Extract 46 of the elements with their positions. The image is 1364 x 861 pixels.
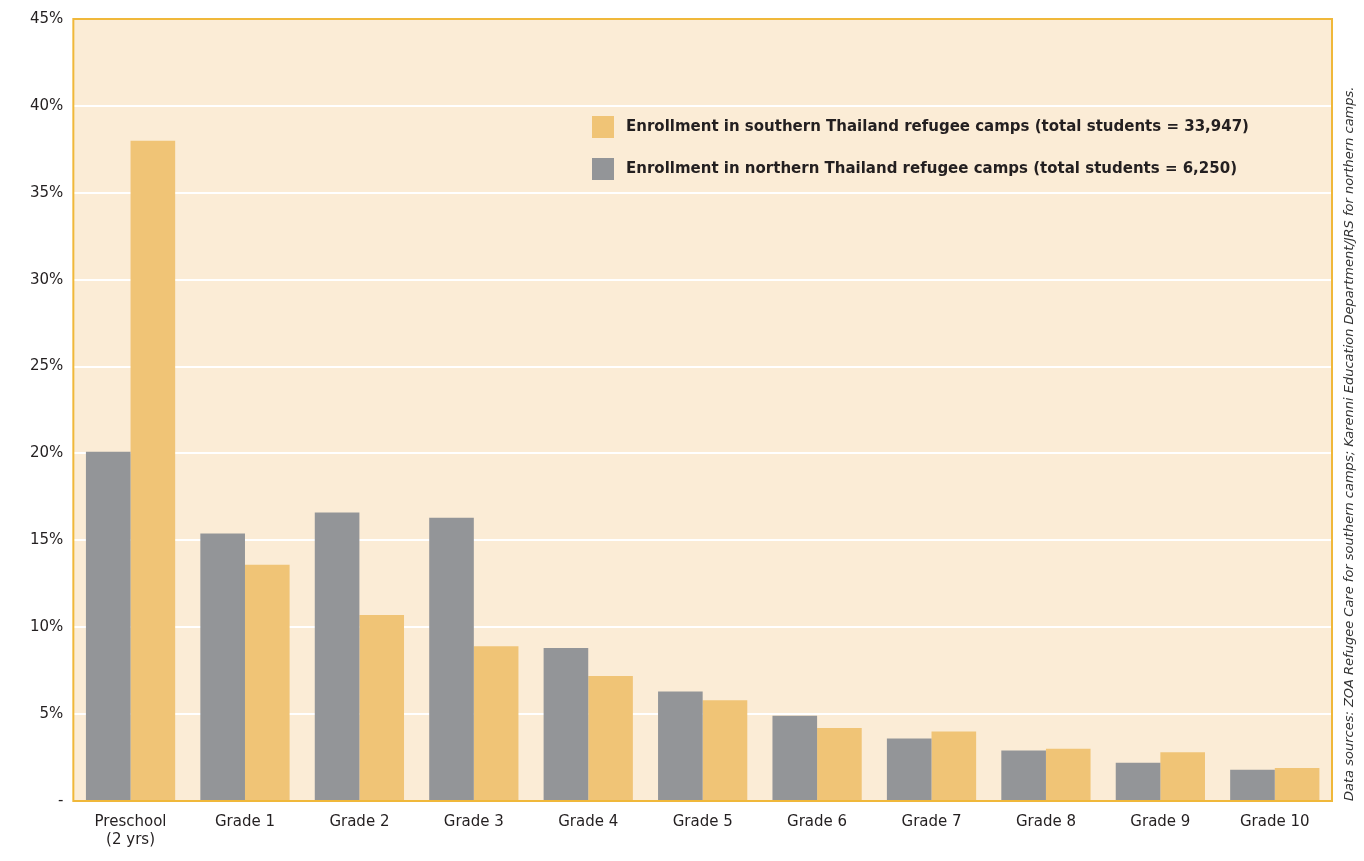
- bar: [473, 646, 519, 800]
- bar: [588, 675, 633, 800]
- bar: [886, 738, 932, 800]
- x-tick-label: Grade 1: [214, 811, 275, 830]
- bar: [244, 564, 290, 800]
- bar: [200, 533, 245, 800]
- bar: [1115, 762, 1161, 800]
- x-tick-label: Grade 10: [1239, 811, 1310, 830]
- bar: [130, 140, 176, 800]
- bar: [1001, 750, 1046, 800]
- x-tick-label: Grade 9: [1130, 811, 1191, 830]
- bar: [1274, 767, 1320, 800]
- bar: [1045, 748, 1091, 800]
- x-tick-label: Grade 8: [1015, 811, 1076, 830]
- legend-label: Enrollment in northern Thailand refugee camps (total students = 6,250): [626, 158, 1237, 177]
- x-tick-label: Grade 5: [672, 811, 733, 830]
- y-tick-label: -: [57, 790, 64, 809]
- y-tick-label: 40%: [30, 95, 64, 114]
- x-tick-label: Grade 4: [558, 811, 619, 830]
- bar: [1230, 769, 1275, 800]
- text: Data sources: ZOA Refugee Care for southern camps; Karenni Education Department/JRS for northern camps.: [1340, 86, 1356, 801]
- y-tick-label: 10%: [30, 617, 64, 636]
- bar: [817, 728, 862, 800]
- y-tick-label: 35%: [30, 182, 64, 201]
- bar: [658, 691, 703, 800]
- bar: [772, 715, 818, 800]
- y-tick-label: 20%: [30, 443, 64, 462]
- bar: [1160, 752, 1205, 800]
- bar: [702, 700, 748, 800]
- bar: [314, 512, 360, 800]
- x-tick-label: Grade 7: [901, 811, 962, 830]
- x-tick-label: Grade 2: [329, 811, 390, 830]
- bar: [85, 451, 131, 800]
- y-tick-label: 30%: [30, 269, 64, 288]
- bar: [931, 731, 977, 800]
- x-tick-label: Grade 6: [787, 811, 848, 830]
- x-tick-label: Preschool (2 yrs): [94, 811, 167, 848]
- bar: [429, 517, 474, 800]
- bar: [359, 615, 405, 800]
- legend-label: Enrollment in southern Thailand refugee camps (total students = 33,947): [626, 116, 1249, 135]
- y-tick-label: 25%: [30, 356, 64, 375]
- y-tick-label: 5%: [39, 704, 64, 722]
- bar: [543, 648, 589, 800]
- y-tick-label: 15%: [30, 530, 64, 549]
- y-tick-label: 45%: [30, 8, 64, 27]
- x-tick-label: Grade 3: [443, 811, 504, 830]
